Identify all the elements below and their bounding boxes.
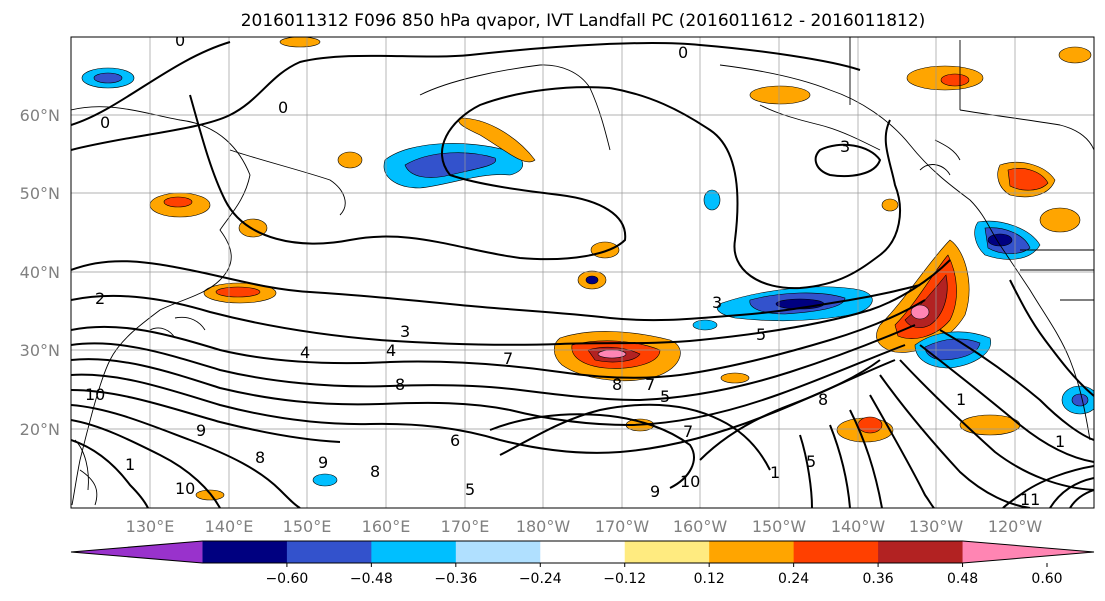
colorbar-tick-label: 0.24 <box>778 571 809 587</box>
colorbar-tick-label: 0.60 <box>1031 571 1062 587</box>
lon-label: 170°E <box>441 517 490 536</box>
graticule <box>71 37 1094 508</box>
contour-label: 5 <box>756 325 766 344</box>
colorbar-segment <box>286 541 372 563</box>
lon-label: 140°E <box>205 517 254 536</box>
contour-label: 2 <box>95 289 105 308</box>
contour-label: 1 <box>770 463 780 482</box>
contour-label: 0 <box>278 98 288 117</box>
colorbar-tick-label: −0.36 <box>434 571 477 587</box>
colorbar-segment <box>878 541 964 563</box>
contour-label: 3 <box>840 137 850 156</box>
contour-label: 4 <box>386 341 396 360</box>
ivt-contours <box>71 41 1094 508</box>
contour-label: 5 <box>806 452 816 471</box>
contour-label: 7 <box>503 349 513 368</box>
contour-label: 0 <box>175 31 185 50</box>
lat-label: 50°N <box>20 184 60 203</box>
colorbar-segment <box>793 541 879 563</box>
lon-label: 130°E <box>126 517 175 536</box>
colorbar-tick-label: 0.12 <box>694 571 725 587</box>
longitude-labels: 130°E 140°E 150°E 160°E 170°E 180°W 170°… <box>126 517 1043 536</box>
contour-label: 7 <box>645 375 655 394</box>
lon-label: 150°E <box>283 517 332 536</box>
contour-label: 0 <box>678 43 688 62</box>
colorbar-tick-label: 0.48 <box>947 571 978 587</box>
contour-label: 9 <box>650 482 660 501</box>
lat-label: 20°N <box>20 420 60 439</box>
contour-label: 8 <box>612 375 622 394</box>
colorbar-segment <box>202 541 288 563</box>
lon-label: 150°W <box>752 517 807 536</box>
map-frame <box>70 36 1095 509</box>
colorbar-tick-label: −0.12 <box>603 571 646 587</box>
contour-labels: 0 0 0 0 3 2 3 4 4 3 5 7 8 10 9 8 7 5 7 8… <box>85 31 1065 509</box>
coastlines <box>71 37 1094 506</box>
contour-label: 8 <box>255 448 265 467</box>
contour-label: 5 <box>465 480 475 499</box>
contour-label: 4 <box>300 343 310 362</box>
contour-label: 8 <box>818 390 828 409</box>
colorbar-extend-low <box>71 541 203 563</box>
colorbar-segment <box>371 541 457 563</box>
contour-label: 6 <box>450 431 460 450</box>
colorbar-segment <box>455 541 541 563</box>
contour-label: 1 <box>956 390 966 409</box>
colorbar: −0.60 −0.48 −0.36 −0.24 −0.12 0.12 0.24 0.36 0.4… <box>70 540 1095 587</box>
contour-label: 10 <box>680 472 700 491</box>
contour-label: 8 <box>370 462 380 481</box>
contour-label: 10 <box>85 385 105 404</box>
lon-label: 130°W <box>909 517 964 536</box>
colorbar-tick-label: −0.48 <box>350 571 393 587</box>
contour-label: 9 <box>318 453 328 472</box>
contour-label: 11 <box>1020 490 1040 509</box>
colorbar-segment <box>709 541 795 563</box>
contour-label: 3 <box>712 293 722 312</box>
colorbar-tick-label: 0.36 <box>863 571 894 587</box>
chart-title: 2016011312 F096 850 hPa qvapor, IVT Land… <box>241 11 926 31</box>
contour-label: 0 <box>100 113 110 132</box>
lon-label: 180°W <box>516 517 571 536</box>
contour-label: 10 <box>175 479 195 498</box>
contour-label: 1 <box>1055 432 1065 451</box>
contour-label: 5 <box>660 387 670 406</box>
lon-label: 170°W <box>595 517 650 536</box>
contour-label: 1 <box>125 455 135 474</box>
lat-label: 60°N <box>20 106 60 125</box>
colorbar-outline <box>70 540 1095 564</box>
lon-label: 160°E <box>362 517 411 536</box>
colorbar-segment <box>624 541 710 563</box>
lon-label: 140°W <box>831 517 886 536</box>
lon-label: 160°W <box>673 517 728 536</box>
colorbar-segment <box>540 541 626 563</box>
latitude-labels: 60°N 50°N 40°N 30°N 20°N <box>20 106 60 439</box>
contour-label: 7 <box>683 422 693 441</box>
contour-label: 9 <box>196 421 206 440</box>
lat-label: 30°N <box>20 341 60 360</box>
colorbar-tick-label: −0.24 <box>519 571 562 587</box>
lat-label: 40°N <box>20 263 60 282</box>
map-area: 0 0 0 0 3 2 3 4 4 3 5 7 8 10 9 8 7 5 7 8… <box>71 31 1094 509</box>
contour-label: 3 <box>400 322 410 341</box>
lon-label: 120°W <box>988 517 1043 536</box>
colorbar-tick-label: −0.60 <box>265 571 308 587</box>
contour-label: 8 <box>395 375 405 394</box>
colorbar-extend-high <box>962 541 1094 563</box>
